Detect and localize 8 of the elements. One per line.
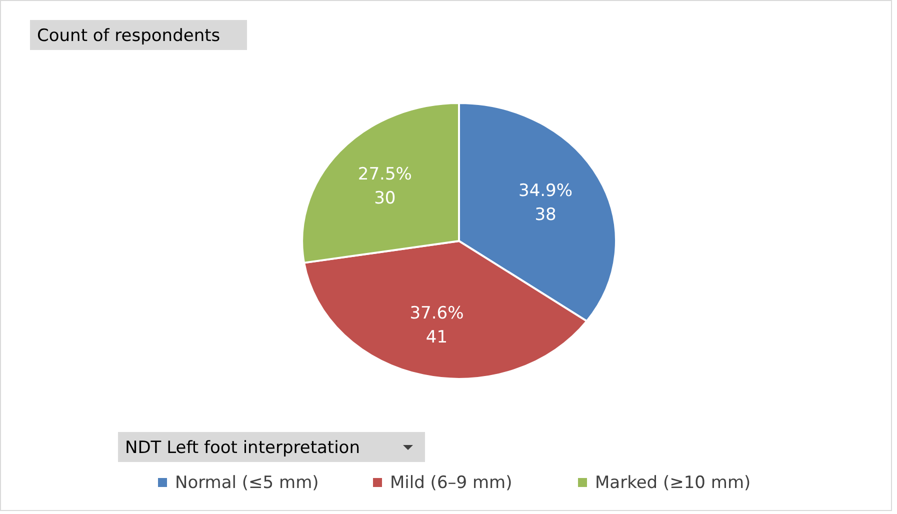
data-label: 34.9% 38 [518,180,573,225]
data-label: 37.6% 41 [410,303,464,348]
legend-label: Mild (6–9 mm) [390,473,512,493]
legend-label: Normal (≤5 mm) [175,473,319,493]
data-label: 27.5% 30 [358,164,412,208]
legend-title: NDT Left foot interpretation [125,438,360,458]
chart-title: Count of respondents [37,26,220,46]
legend-label: Marked (≥10 mm) [595,473,751,493]
